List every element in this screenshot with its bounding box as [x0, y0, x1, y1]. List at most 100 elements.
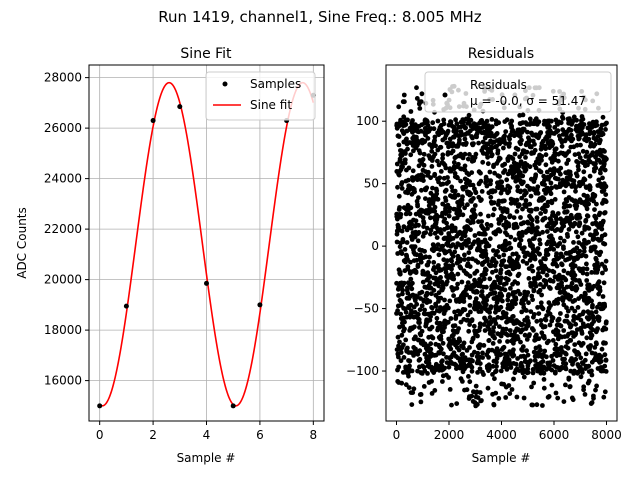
residual-point	[417, 325, 422, 330]
residual-point	[485, 154, 490, 160]
residual-point	[549, 200, 555, 206]
residual-point	[526, 276, 532, 281]
residual-point	[484, 284, 489, 290]
residual-point	[475, 395, 481, 400]
residual-point	[475, 237, 481, 243]
residual-point	[399, 180, 405, 185]
residual-point	[425, 371, 430, 376]
residual-point	[493, 268, 499, 274]
residual-point	[506, 383, 512, 388]
residual-point	[444, 279, 450, 285]
residual-point	[502, 287, 508, 293]
x-tick-label: 0	[96, 428, 104, 442]
residual-point	[543, 146, 548, 152]
residual-point	[455, 175, 460, 181]
residual-point	[479, 289, 485, 294]
residual-point	[408, 259, 413, 265]
residual-point	[502, 133, 507, 139]
residual-point	[531, 349, 537, 355]
residual-point	[523, 155, 528, 160]
residual-point	[599, 346, 605, 352]
residual-point	[399, 332, 405, 338]
residual-point	[461, 345, 466, 351]
residual-point	[458, 178, 463, 184]
residual-point	[577, 215, 583, 221]
residual-point	[485, 226, 490, 231]
residual-point	[514, 224, 520, 230]
sample-point	[177, 104, 183, 110]
residual-point	[413, 270, 419, 275]
residual-point	[434, 225, 439, 231]
residual-point	[394, 347, 400, 352]
residual-point	[412, 244, 418, 250]
residual-point	[592, 244, 598, 250]
residual-point	[511, 215, 517, 221]
residual-point	[520, 322, 525, 327]
residual-point	[538, 282, 543, 287]
residual-point	[511, 347, 516, 353]
residual-point	[462, 151, 468, 157]
residual-point	[409, 402, 415, 407]
residual-point	[602, 149, 607, 154]
residual-point	[402, 247, 408, 252]
residual-point	[578, 374, 584, 380]
residual-point	[571, 178, 577, 184]
residual-point	[515, 184, 520, 190]
residual-point	[409, 286, 415, 292]
residual-point	[451, 276, 457, 282]
residual-point	[506, 189, 512, 194]
residual-point	[602, 363, 608, 369]
residual-point	[454, 401, 460, 406]
residual-point	[561, 189, 567, 195]
residual-point	[416, 230, 422, 235]
residual-point	[491, 248, 496, 253]
residual-point	[561, 223, 567, 229]
residual-point	[408, 225, 414, 231]
residual-point	[553, 390, 559, 396]
residual-point	[405, 264, 411, 270]
residual-point	[468, 227, 473, 233]
residual-point	[432, 134, 438, 140]
residual-point	[484, 297, 490, 303]
residual-point	[537, 237, 542, 243]
residual-point	[505, 297, 511, 303]
residual-point	[440, 243, 446, 249]
residual-point	[530, 370, 536, 376]
residual-point	[477, 366, 483, 372]
residual-point	[574, 203, 580, 209]
residual-point	[570, 397, 576, 403]
residual-point	[511, 352, 517, 358]
residual-point	[517, 241, 522, 247]
residual-point	[404, 136, 409, 142]
residual-point	[413, 334, 418, 340]
residual-point	[396, 354, 401, 360]
residual-point	[479, 398, 484, 403]
residual-point	[460, 194, 465, 200]
residual-point	[456, 161, 461, 167]
residual-point	[568, 323, 574, 328]
residual-point	[581, 266, 586, 272]
residual-point	[396, 293, 401, 298]
residual-point	[534, 206, 540, 212]
residual-point	[495, 315, 501, 320]
y-tick-label: 20000	[44, 273, 82, 287]
residual-point	[498, 304, 504, 310]
x-tick-label: 2000	[434, 428, 465, 442]
residual-point	[503, 311, 509, 316]
residual-point	[568, 338, 574, 343]
residual-point	[436, 299, 441, 304]
residual-point	[492, 188, 498, 194]
residual-point	[541, 370, 547, 376]
residual-point	[584, 271, 590, 277]
residual-point	[458, 265, 464, 271]
residual-point	[563, 366, 569, 372]
residual-point	[544, 272, 550, 278]
residual-point	[472, 239, 477, 245]
residual-point	[444, 258, 450, 264]
residual-point	[583, 292, 588, 297]
residual-point	[508, 365, 514, 370]
residual-point	[465, 156, 471, 162]
residual-point	[530, 402, 536, 408]
residual-point	[451, 332, 456, 338]
residual-point	[586, 201, 591, 207]
